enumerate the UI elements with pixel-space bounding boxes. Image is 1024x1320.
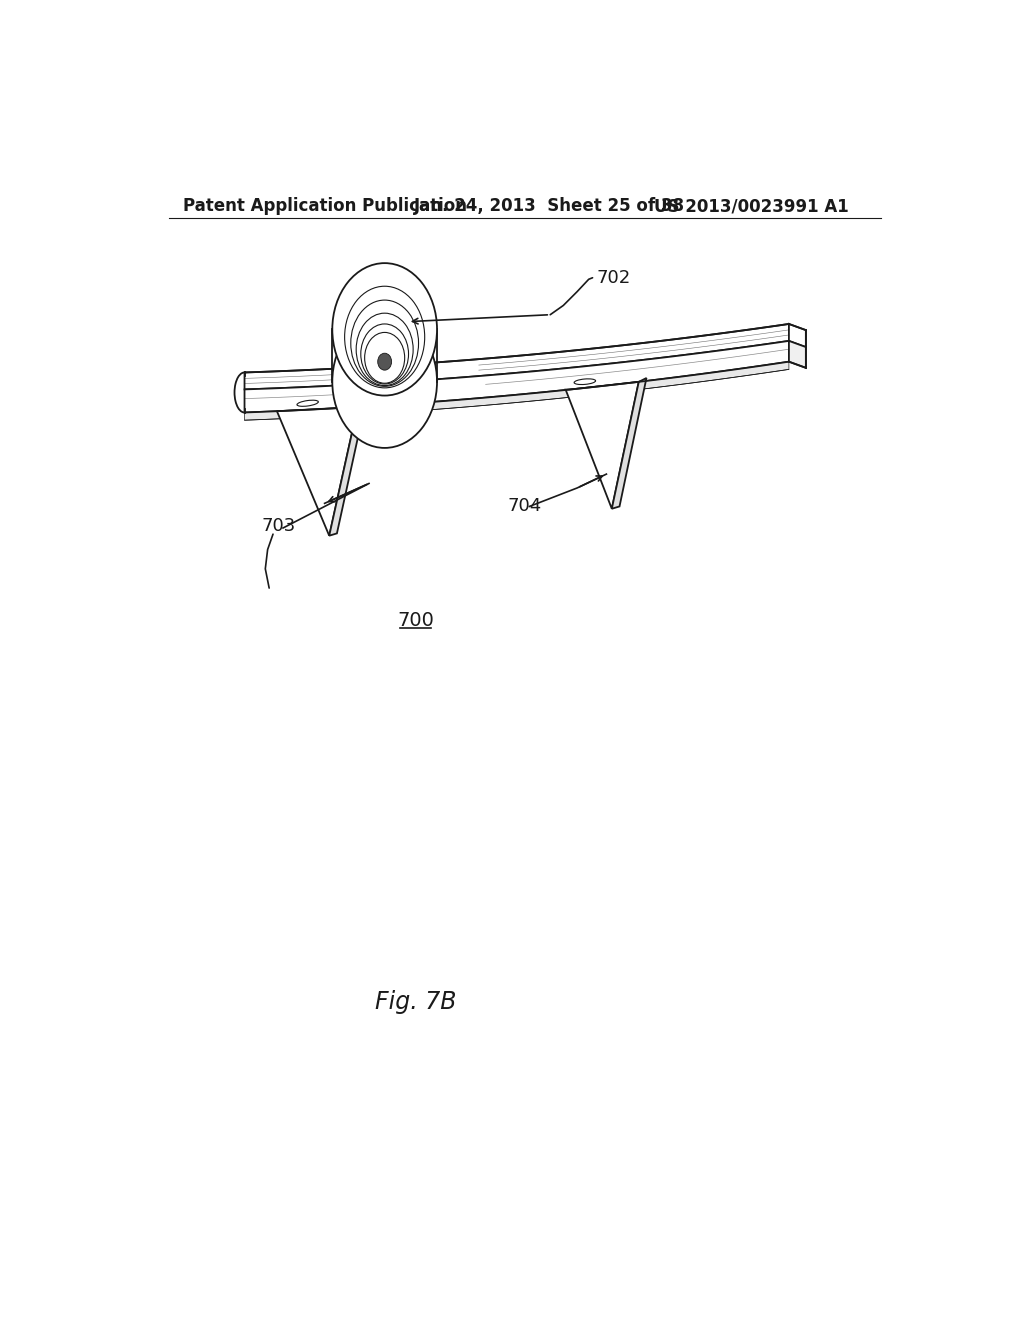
Polygon shape: [788, 341, 806, 368]
Ellipse shape: [574, 379, 596, 384]
Ellipse shape: [333, 315, 437, 447]
Polygon shape: [565, 381, 639, 508]
Ellipse shape: [333, 263, 437, 396]
Polygon shape: [245, 362, 788, 420]
Text: US 2013/0023991 A1: US 2013/0023991 A1: [654, 197, 849, 215]
Ellipse shape: [297, 400, 318, 407]
Polygon shape: [245, 323, 788, 389]
Text: 703: 703: [261, 517, 296, 536]
Text: Fig. 7B: Fig. 7B: [375, 990, 457, 1014]
Text: 702: 702: [596, 269, 631, 286]
Polygon shape: [276, 407, 357, 536]
Polygon shape: [330, 403, 366, 536]
Text: Patent Application Publication: Patent Application Publication: [183, 197, 467, 215]
Polygon shape: [245, 341, 788, 412]
Text: 700: 700: [397, 611, 434, 630]
Ellipse shape: [378, 354, 391, 370]
Polygon shape: [788, 323, 806, 347]
Polygon shape: [611, 378, 646, 508]
Text: Jan. 24, 2013  Sheet 25 of 38: Jan. 24, 2013 Sheet 25 of 38: [414, 197, 685, 215]
Text: 704: 704: [508, 498, 542, 515]
